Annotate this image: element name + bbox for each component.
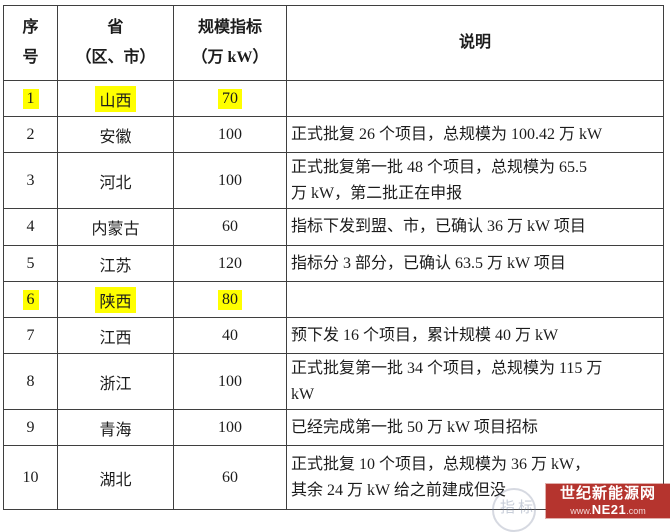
cell-province: 江西 (57, 317, 174, 355)
cell-province: 山西 (57, 80, 174, 117)
cell-indicator: 100 (173, 409, 287, 447)
cell-no: 6 (3, 281, 58, 319)
header-note: 说明 (286, 5, 664, 81)
cell-indicator: 100 (173, 151, 287, 210)
header-indicator: 规模指标 （万 kW） (173, 5, 287, 81)
cell-province: 安徽 (57, 116, 174, 153)
cell-note: 指标分 3 部分，已确认 63.5 万 kW 项目 (286, 245, 664, 283)
table-row: 3 河北 100 正式批复第一批 48 个项目，总规模为 65.5 万 kW，第二批正… (3, 151, 664, 210)
cell-indicator: 100 (173, 116, 287, 153)
table-row: 9 青海 100 已经完成第一批 50 万 kW 项目招标 (3, 409, 664, 447)
cell-indicator: 100 (173, 353, 287, 411)
table-row: 2 安徽 100 正式批复 26 个项目，总规模为 100.42 万 kW (3, 116, 664, 153)
cell-no: 4 (3, 208, 58, 247)
highlight-mark: 80 (218, 289, 242, 310)
cell-indicator: 80 (173, 281, 287, 319)
cell-indicator: 120 (173, 245, 287, 283)
cell-no: 2 (3, 116, 58, 153)
cell-note: 正式批复 26 个项目，总规模为 100.42 万 kW (286, 116, 664, 153)
cell-indicator: 40 (173, 317, 287, 355)
cell-no: 3 (3, 151, 58, 210)
watermark-url-prefix: www. (570, 506, 592, 516)
header-no: 序 号 (3, 5, 58, 81)
cell-no: 8 (3, 353, 58, 411)
cell-indicator: 60 (173, 445, 287, 511)
highlight-mark: 山西 (95, 85, 136, 112)
site-watermark: 世纪新能源网 www.NE21.com (546, 484, 670, 518)
cell-note: 指标下发到盟、市，已确认 36 万 kW 项目 (286, 208, 664, 247)
cell-note: 正式批复第一批 48 个项目，总规模为 65.5 万 kW，第二批正在申报 (286, 151, 664, 210)
cell-province: 青海 (57, 409, 174, 447)
table-row: 8 浙江 100 正式批复第一批 34 个项目，总规模为 115 万 kW (3, 353, 664, 411)
watermark-url: www.NE21.com (546, 503, 670, 516)
cell-province: 河北 (57, 151, 174, 210)
highlight-mark: 陕西 (95, 286, 136, 313)
table-row: 1 山西 70 (3, 80, 664, 117)
cell-note (286, 281, 664, 319)
table-row: 10 湖北 60 正式批复 10 个项目，总规模为 36 万 kW， 其余 24 万 … (3, 445, 664, 511)
table-row: 4 内蒙古 60 指标下发到盟、市，已确认 36 万 kW 项目 (3, 208, 664, 247)
table-row: 6 陕西 80 (3, 281, 664, 319)
province-indicator-table: 序 号 省 （区、市） 规模指标 （万 kW） 说明 1 山西 70 2 安徽 100 正式… (3, 5, 664, 511)
cell-province: 江苏 (57, 245, 174, 283)
cell-note: 正式批复 10 个项目，总规模为 36 万 kW， 其余 24 万 kW 给之前… (286, 445, 664, 511)
table-row: 7 江西 40 预下发 16 个项目，累计规模 40 万 kW (3, 317, 664, 355)
cell-province: 浙江 (57, 353, 174, 411)
table-header: 序 号 省 （区、市） 规模指标 （万 kW） 说明 (3, 5, 664, 81)
watermark-site-name: 世纪新能源网 (559, 485, 656, 502)
cell-no: 10 (3, 445, 58, 511)
cell-indicator: 60 (173, 208, 287, 247)
table-row: 5 江苏 120 指标分 3 部分，已确认 63.5 万 kW 项目 (3, 245, 664, 283)
cell-no: 9 (3, 409, 58, 447)
watermark-url-suffix: .com (626, 506, 646, 516)
cell-note: 已经完成第一批 50 万 kW 项目招标 (286, 409, 664, 447)
header-province: 省 （区、市） (57, 5, 174, 81)
cell-note (286, 80, 664, 117)
cell-no: 1 (3, 80, 58, 117)
cell-note: 预下发 16 个项目，累计规模 40 万 kW (286, 317, 664, 355)
highlight-mark: 70 (218, 88, 242, 109)
cell-note: 正式批复第一批 34 个项目，总规模为 115 万 kW (286, 353, 664, 411)
watermark-url-name: NE21 (591, 502, 627, 517)
cell-indicator: 70 (173, 80, 287, 117)
cell-province: 陕西 (57, 281, 174, 319)
header-row: 序 号 省 （区、市） 规模指标 （万 kW） 说明 (3, 5, 664, 81)
highlight-mark: 6 (22, 289, 39, 310)
cell-province: 湖北 (57, 445, 174, 511)
cell-province: 内蒙古 (57, 208, 174, 247)
cell-no: 7 (3, 317, 58, 355)
cell-no: 5 (3, 245, 58, 283)
table-body: 1 山西 70 2 安徽 100 正式批复 26 个项目，总规模为 100.42 万 kW 3… (3, 80, 664, 511)
highlight-mark: 1 (22, 88, 39, 109)
